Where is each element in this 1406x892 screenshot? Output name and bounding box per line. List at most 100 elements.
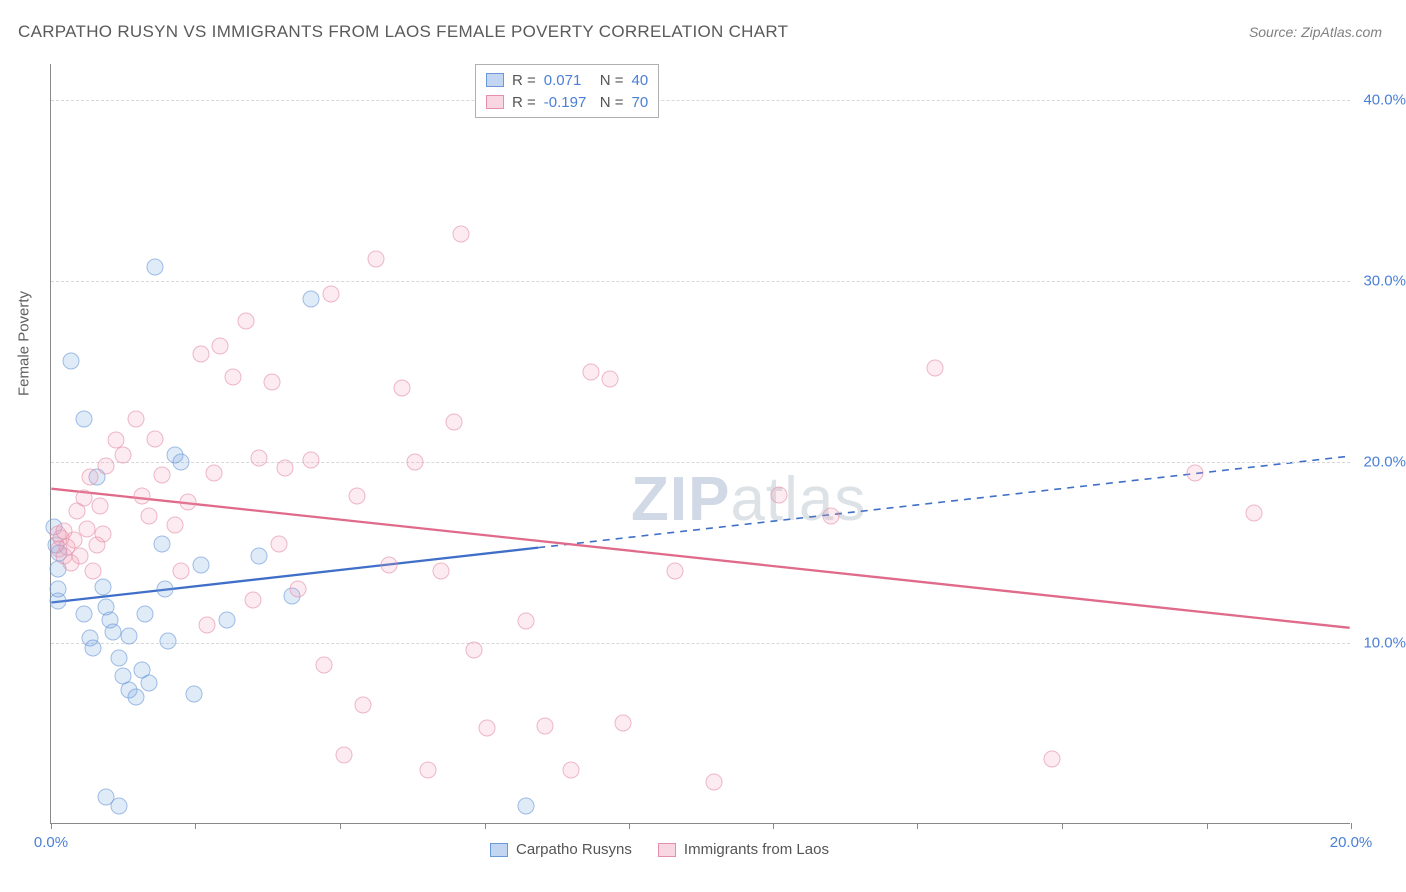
data-point [537,718,554,735]
data-point [111,649,128,666]
series-legend: Carpatho Rusyns Immigrants from Laos [490,841,829,858]
data-point [140,674,157,691]
data-point [244,591,261,608]
trend-lines-svg [51,64,1350,823]
data-point [290,580,307,597]
legend-n-value: 70 [632,94,649,111]
data-point [348,488,365,505]
series-legend-label: Immigrants from Laos [684,841,829,858]
data-point [1187,464,1204,481]
data-point [72,548,89,565]
data-point [251,450,268,467]
data-point [147,430,164,447]
data-point [407,454,424,471]
data-point [667,562,684,579]
data-point [147,258,164,275]
data-point [205,464,222,481]
data-point [127,410,144,427]
data-point [49,580,66,597]
data-point [179,493,196,510]
y-tick-label: 30.0% [1356,273,1406,290]
data-point [95,578,112,595]
gridline-h [51,281,1350,282]
gridline-h [51,643,1350,644]
data-point [225,369,242,386]
legend-r-label: R = [512,94,536,111]
data-point [98,457,115,474]
x-tick [485,823,486,829]
x-tick [629,823,630,829]
data-point [452,226,469,243]
data-point [823,508,840,525]
data-point [212,338,229,355]
data-point [85,640,102,657]
x-tick [340,823,341,829]
data-point [192,557,209,574]
legend-r-value: 0.071 [544,72,592,89]
data-point [192,345,209,362]
data-point [1044,750,1061,767]
data-point [85,562,102,579]
x-tick [773,823,774,829]
data-point [114,446,131,463]
data-point [104,624,121,641]
x-tick [1351,823,1352,829]
data-point [277,459,294,476]
x-tick [51,823,52,829]
data-point [134,488,151,505]
data-point [465,642,482,659]
y-tick-label: 40.0% [1356,92,1406,109]
x-tick-label: 0.0% [34,834,68,851]
data-point [82,468,99,485]
data-point [433,562,450,579]
data-point [582,363,599,380]
watermark-zip: ZIP [631,465,730,534]
trend-line-dashed [538,456,1349,547]
data-point [517,797,534,814]
data-point [316,656,333,673]
data-point [199,616,216,633]
data-point [303,452,320,469]
legend-r-label: R = [512,72,536,89]
data-point [420,761,437,778]
data-point [322,285,339,302]
data-point [381,557,398,574]
data-point [446,414,463,431]
data-point [173,454,190,471]
chart-title: CARPATHO RUSYN VS IMMIGRANTS FROM LAOS F… [18,22,788,42]
data-point [368,251,385,268]
x-tick [1207,823,1208,829]
y-tick-label: 20.0% [1356,454,1406,471]
data-point [270,535,287,552]
data-point [62,352,79,369]
data-point [218,611,235,628]
data-point [771,486,788,503]
gridline-h [51,100,1350,101]
trend-line-solid [51,489,1349,628]
legend-swatch [658,843,676,857]
legend-row: R =0.071N =40 [486,69,648,91]
series-legend-item: Carpatho Rusyns [490,841,632,858]
data-point [137,606,154,623]
data-point [355,696,372,713]
source-attribution: Source: ZipAtlas.com [1249,24,1382,40]
legend-swatch [486,95,504,109]
watermark-atlas: atlas [730,465,866,534]
data-point [335,747,352,764]
data-point [602,370,619,387]
data-point [111,797,128,814]
data-point [153,466,170,483]
data-point [140,508,157,525]
data-point [706,774,723,791]
x-tick [917,823,918,829]
x-tick [195,823,196,829]
series-legend-label: Carpatho Rusyns [516,841,632,858]
data-point [75,490,92,507]
y-axis-label: Female Poverty [16,291,33,396]
data-point [153,535,170,552]
data-point [166,517,183,534]
data-point [186,685,203,702]
x-tick [1062,823,1063,829]
data-point [95,526,112,543]
data-point [251,548,268,565]
